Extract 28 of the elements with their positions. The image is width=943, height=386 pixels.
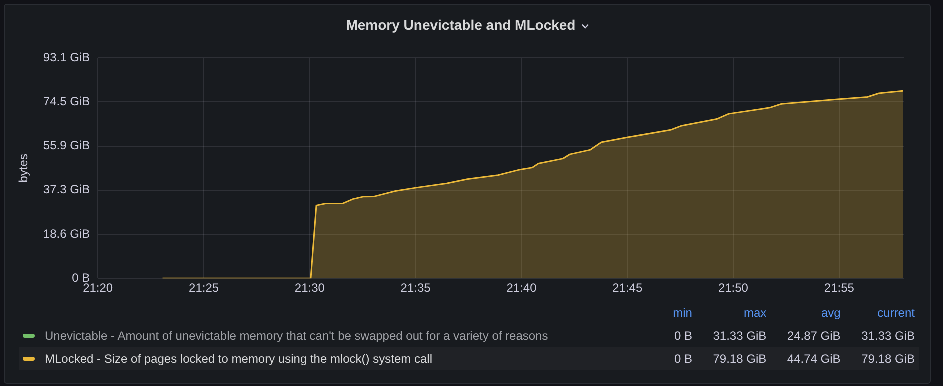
text: current: [876, 304, 916, 322]
y-tick-label: 74.5 GiB: [43, 94, 90, 109]
x-tick-label: 21:25: [189, 281, 220, 296]
text: 0 B: [673, 350, 694, 368]
text: 79.18 GiB: [860, 350, 916, 368]
x-tick-label: 21:40: [506, 281, 538, 296]
x-tick-label: 21:55: [824, 281, 855, 296]
x-tick-label: 21:30: [294, 281, 326, 296]
y-tick-label: 37.3 GiB: [43, 182, 90, 197]
legend-label: MLocked - Size of pages locked to memory using the mlock() system call: [45, 352, 432, 366]
x-tick-label: 21:50: [718, 281, 749, 296]
x-tick-label: 21:35: [400, 281, 432, 296]
y-tick-label: 93.1 GiB: [43, 50, 90, 65]
text: 31.33 GiB: [712, 328, 768, 344]
text: 31.33 GiB: [860, 328, 916, 344]
y-axis-title: bytes: [16, 154, 31, 183]
text: max: [742, 304, 768, 322]
text: min: [672, 304, 694, 322]
text: 79.18 GiB: [712, 350, 768, 368]
y-tick-label: 18.6 GiB: [43, 226, 90, 241]
x-tick-label: 21:45: [612, 281, 643, 296]
text: 24.87 GiB: [786, 328, 842, 344]
text: avg: [820, 304, 842, 322]
text: 0 B: [673, 328, 694, 344]
y-tick-label: 55.9 GiB: [43, 138, 90, 153]
text: 44.74 GiB: [786, 350, 842, 368]
chart-title: Memory Unevictable and MLocked: [346, 17, 576, 33]
legend-label: Unevictable - Amount of unevictable memory that can't be swapped out for a variety of reasons: [45, 328, 548, 342]
